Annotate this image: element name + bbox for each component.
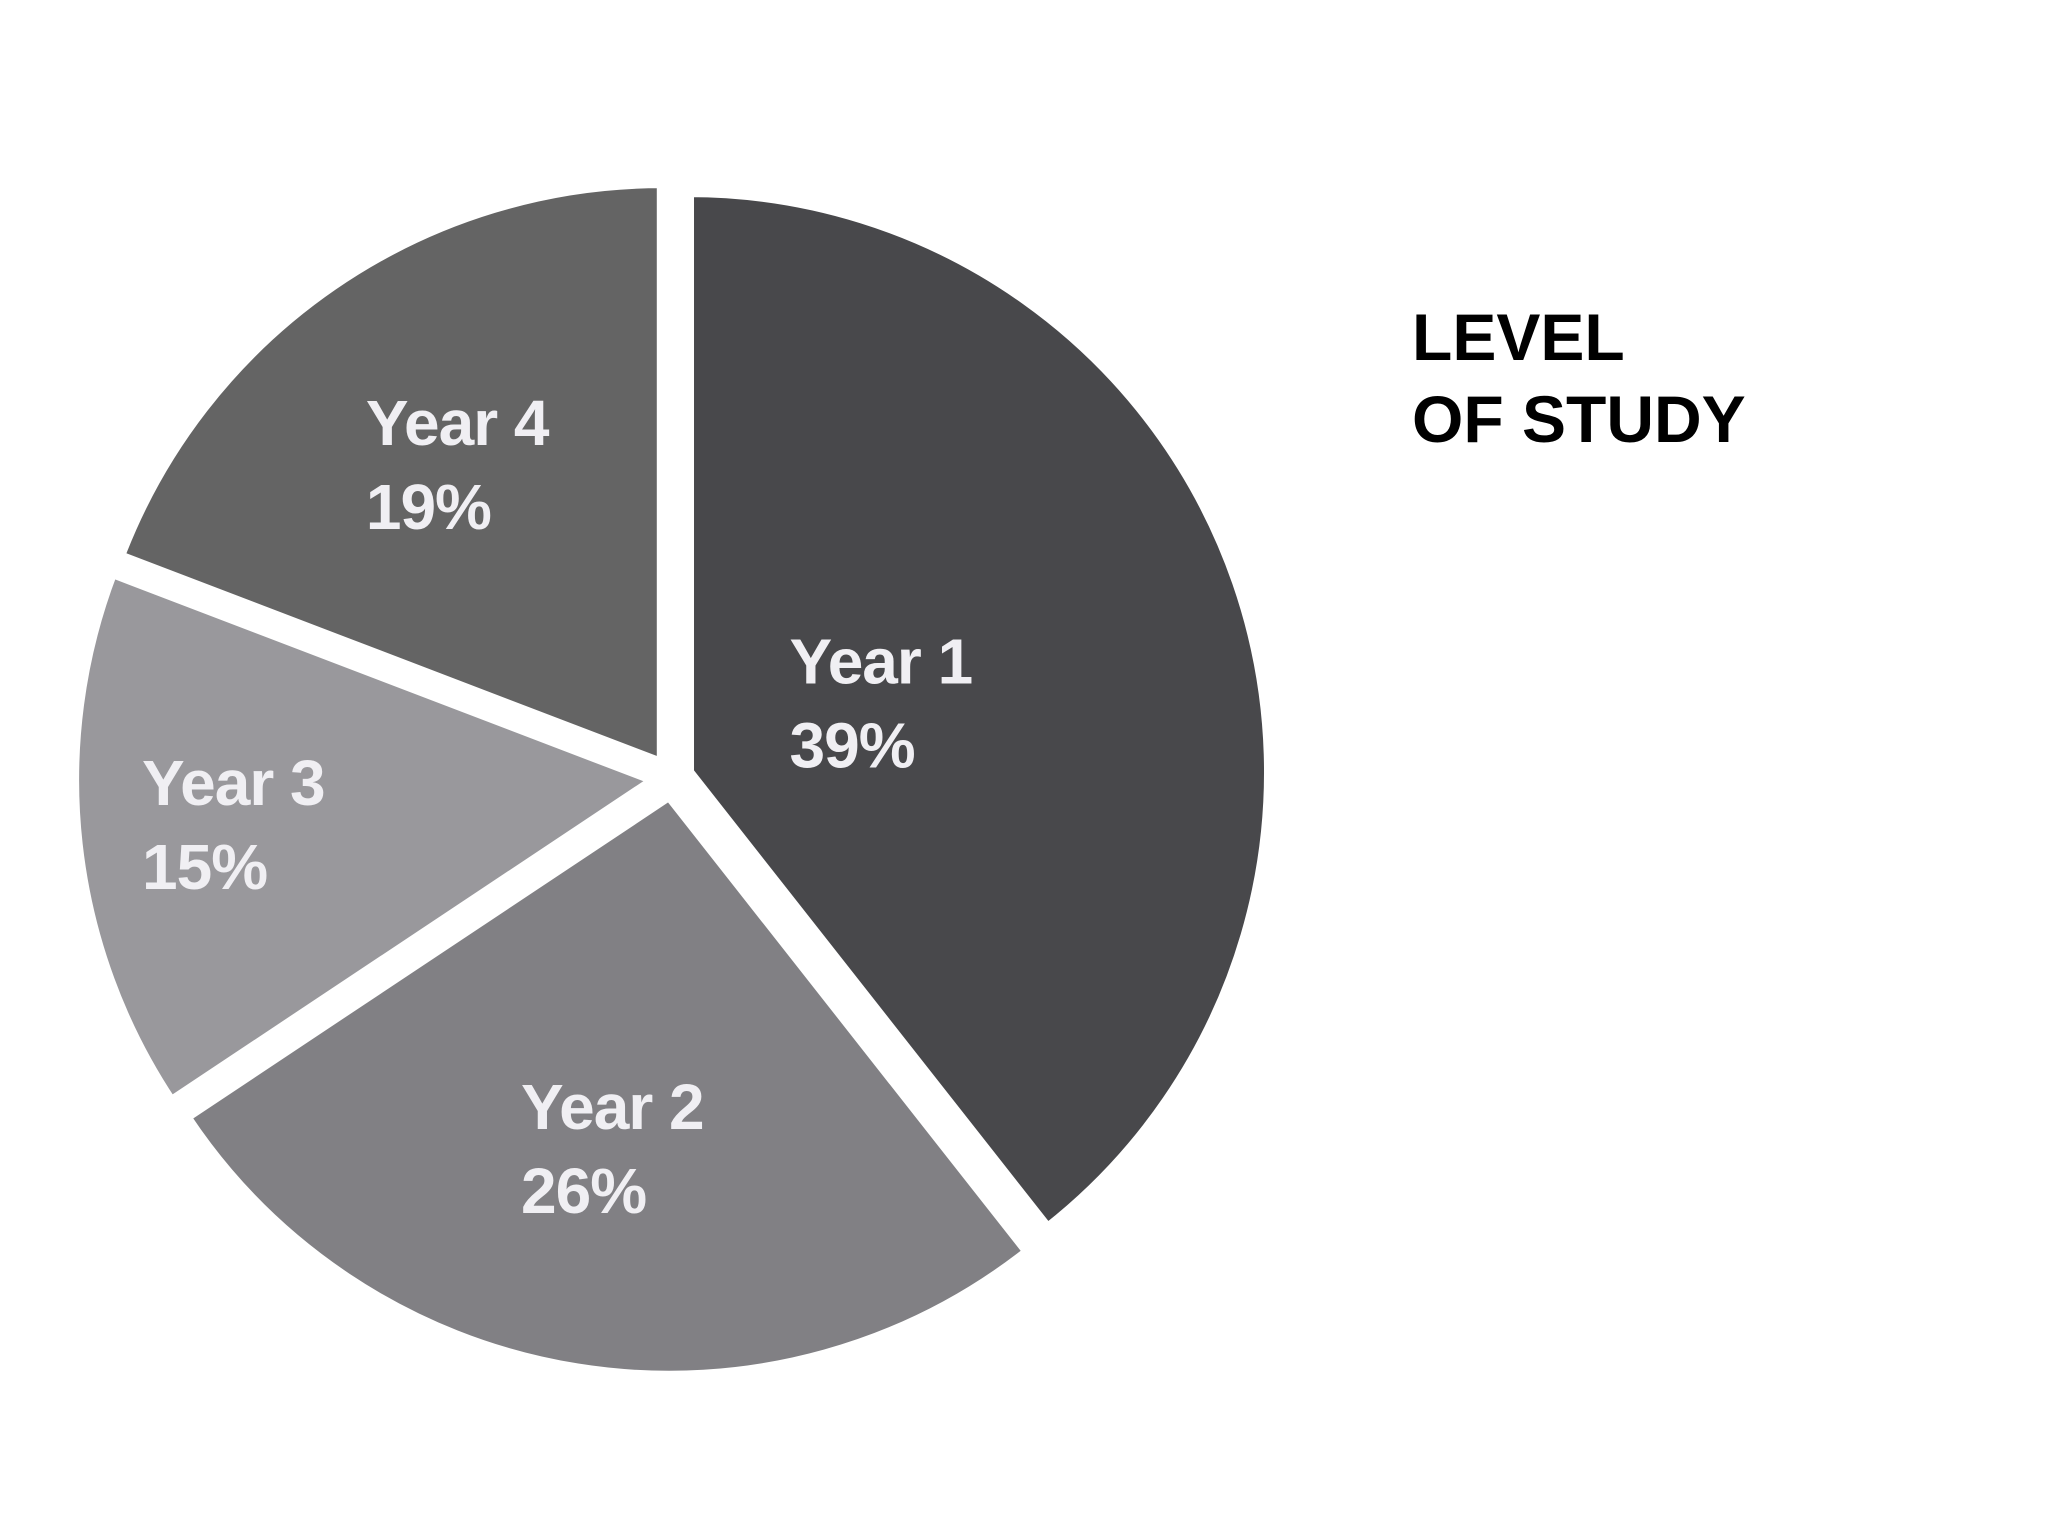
- slice-label-year-4: Year 4: [366, 387, 550, 459]
- pie-labels: Year 1 39% Year 2 26% Year 3 15% Year 4 19%: [142, 387, 973, 1227]
- pie-slice-year-1: [684, 187, 1274, 1236]
- slice-label-year-3: Year 3: [142, 747, 325, 819]
- pie-slices: [69, 178, 1274, 1381]
- slice-value-year-1: 39%: [790, 710, 915, 782]
- slice-value-year-4: 19%: [366, 471, 491, 543]
- pie-slice-year-2: [179, 789, 1035, 1381]
- slice-label-year-1: Year 1: [790, 626, 973, 698]
- chart-title: LEVEL OF STUDY: [1412, 300, 1746, 456]
- chart-title-line-1: LEVEL: [1412, 300, 1624, 374]
- slice-label-year-2: Year 2: [521, 1071, 704, 1143]
- pie-slice-year-4: [113, 178, 667, 771]
- slice-value-year-2: 26%: [521, 1155, 646, 1227]
- pie-slice-year-3: [69, 566, 665, 1109]
- slice-value-year-3: 15%: [142, 831, 267, 903]
- chart-title-line-2: OF STUDY: [1412, 382, 1746, 456]
